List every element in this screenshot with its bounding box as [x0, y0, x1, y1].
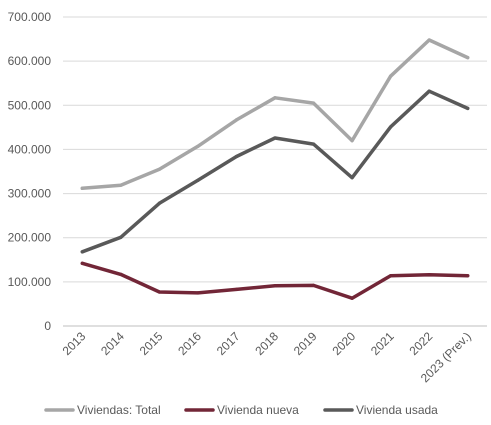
- data-point: [157, 290, 161, 294]
- data-point: [466, 106, 470, 110]
- data-point: [427, 89, 431, 93]
- data-point: [119, 235, 123, 239]
- data-point: [119, 183, 123, 187]
- y-tick-label: 200.000: [8, 231, 52, 245]
- grid-lines: [63, 16, 487, 327]
- data-point: [157, 201, 161, 205]
- data-point: [427, 38, 431, 42]
- data-point: [389, 274, 393, 278]
- data-point: [119, 272, 123, 276]
- data-point: [234, 287, 239, 291]
- series-lines: [80, 38, 470, 300]
- data-point: [196, 291, 200, 295]
- y-tick-label: 400.000: [8, 142, 52, 156]
- x-tick-label: 2014: [98, 329, 127, 358]
- y-tick-label: 600.000: [8, 54, 52, 68]
- y-tick-label: 0: [44, 319, 51, 333]
- data-point: [196, 144, 200, 148]
- data-point: [427, 273, 431, 277]
- series-line-0: [80, 38, 470, 191]
- data-point: [350, 139, 354, 143]
- data-point: [273, 96, 277, 100]
- x-tick-label: 2013: [60, 329, 89, 358]
- x-tick-label: 2021: [368, 329, 397, 358]
- data-point: [389, 125, 393, 129]
- legend-label: Viviendas: Total: [77, 403, 161, 417]
- data-point: [273, 136, 277, 140]
- data-point: [157, 167, 161, 171]
- x-tick-label: 2017: [214, 329, 243, 358]
- x-tick-label: 2015: [137, 329, 166, 358]
- y-tick-label: 500.000: [8, 98, 52, 112]
- data-point: [311, 142, 316, 146]
- series-line-1: [80, 261, 470, 300]
- x-axis-ticks: 2013 2014 2015 2016 2017 2018 2019 2020 2021 2022…: [60, 329, 474, 385]
- data-point: [311, 101, 316, 105]
- data-point: [273, 284, 277, 288]
- data-point: [466, 274, 470, 278]
- x-tick-label: 2018: [252, 329, 281, 358]
- data-point: [80, 186, 84, 190]
- data-point: [311, 283, 316, 287]
- data-point: [350, 296, 354, 300]
- y-axis-ticks: 0 100.000 200.000 300.000 400.000 500.000 600.…: [8, 10, 52, 333]
- y-tick-label: 300.000: [8, 187, 52, 201]
- data-point: [350, 176, 354, 180]
- y-tick-label: 700.000: [8, 10, 52, 24]
- x-tick-label: 2022: [407, 329, 436, 358]
- series-line-2: [80, 89, 470, 254]
- legend-label: Vivienda usada: [356, 403, 438, 417]
- data-point: [234, 118, 239, 122]
- data-point: [389, 74, 393, 78]
- data-point: [196, 178, 200, 182]
- x-tick-label: 2016: [175, 329, 204, 358]
- data-point: [466, 56, 470, 60]
- y-tick-label: 100.000: [8, 275, 52, 289]
- data-point: [80, 261, 84, 265]
- data-point: [80, 250, 84, 254]
- legend-label: Vivienda nueva: [217, 403, 299, 417]
- x-tick-label: 2020: [329, 329, 358, 358]
- legend: Viviendas: Total Vivienda nueva Vivienda u…: [44, 403, 438, 417]
- x-tick-label: 2019: [291, 329, 320, 358]
- data-point: [234, 154, 239, 159]
